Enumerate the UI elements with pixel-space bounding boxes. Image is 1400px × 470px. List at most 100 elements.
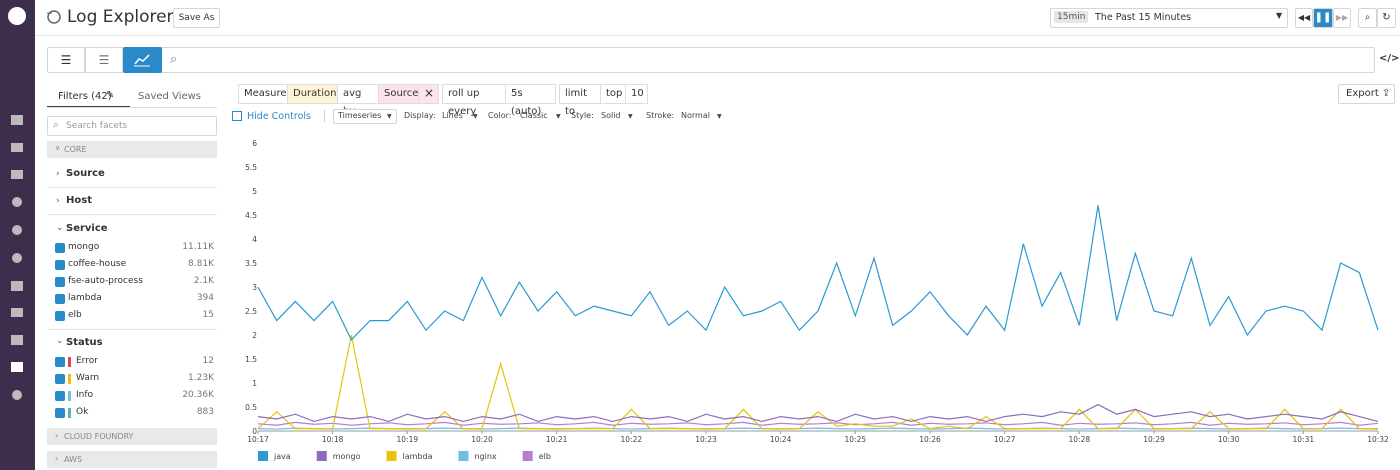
series-line bbox=[257, 421, 1379, 426]
legend-label: java bbox=[273, 452, 291, 461]
y-tick-label: 2.5 bbox=[245, 307, 257, 316]
caret: › bbox=[56, 169, 60, 179]
aws-section[interactable]: AWS bbox=[47, 451, 217, 468]
nav-icon[interactable] bbox=[12, 253, 22, 263]
refresh-button[interactable]: ↻ bbox=[1377, 8, 1396, 28]
code-toggle[interactable]: </> bbox=[1379, 53, 1400, 64]
facet-status[interactable]: Status bbox=[66, 337, 103, 348]
x-tick-label: 10:21 bbox=[546, 435, 568, 444]
facet-count: 2.1K bbox=[193, 276, 214, 286]
caret: › bbox=[55, 454, 59, 463]
facet-count: 8.81K bbox=[188, 259, 214, 269]
x-tick-label: 10:18 bbox=[322, 435, 344, 444]
facet-value[interactable]: fse-auto-process bbox=[68, 276, 143, 286]
legend-label: elb bbox=[539, 452, 551, 461]
x-tick-label: 10:26 bbox=[919, 435, 941, 444]
stroke-label: Stroke: bbox=[646, 111, 675, 120]
checkbox[interactable] bbox=[55, 277, 65, 287]
forward-button[interactable]: ▶▶ bbox=[1333, 8, 1351, 28]
legend-swatch bbox=[522, 451, 533, 461]
x-tick-label: 10:22 bbox=[621, 435, 643, 444]
x-tick-label: 10:32 bbox=[1367, 435, 1389, 444]
color-value[interactable]: Classic bbox=[520, 111, 548, 120]
style-value[interactable]: Solid bbox=[601, 111, 621, 120]
measure-label: Measure bbox=[238, 84, 288, 104]
facet-host[interactable]: Host bbox=[66, 195, 92, 206]
view-patterns[interactable]: ☰ bbox=[85, 47, 123, 73]
nav-icon[interactable] bbox=[11, 281, 23, 291]
x-tick-label: 10:29 bbox=[1143, 435, 1165, 444]
nav-icon[interactable] bbox=[11, 335, 23, 345]
cloud-foundry-section[interactable]: CLOUD FOUNDRY bbox=[47, 428, 217, 445]
pause-button[interactable]: ❚❚ bbox=[1313, 8, 1333, 28]
nav-icon-active[interactable] bbox=[11, 362, 23, 372]
nav-icon[interactable] bbox=[11, 170, 23, 179]
facet-search[interactable] bbox=[47, 116, 217, 136]
search-bar[interactable] bbox=[47, 47, 1375, 73]
group-value[interactable]: Source bbox=[378, 84, 419, 104]
nav-icon[interactable] bbox=[11, 308, 23, 317]
nav-icon[interactable] bbox=[12, 197, 22, 207]
remove-group[interactable]: × bbox=[418, 84, 439, 104]
limit-direction[interactable]: top bbox=[600, 84, 626, 104]
page-title: Log Explorer bbox=[67, 7, 174, 27]
save-as-button[interactable]: Save As bbox=[173, 8, 220, 28]
checkbox[interactable] bbox=[55, 260, 65, 270]
facet-value[interactable]: Error bbox=[76, 356, 98, 366]
checkbox[interactable] bbox=[55, 243, 65, 253]
nav-icon[interactable] bbox=[12, 390, 22, 400]
checkbox[interactable] bbox=[55, 391, 65, 401]
display-value[interactable]: Lines bbox=[442, 111, 463, 120]
rewind-button[interactable]: ◀◀ bbox=[1295, 8, 1313, 28]
export-label: Export bbox=[1346, 88, 1379, 99]
divider bbox=[47, 187, 217, 188]
time-selector[interactable] bbox=[1050, 8, 1288, 28]
zoom-button[interactable]: ⌕ bbox=[1358, 8, 1377, 28]
nav-icon[interactable] bbox=[12, 225, 22, 235]
rollup-value[interactable]: 5s (auto) bbox=[505, 84, 556, 117]
facet-value[interactable]: Info bbox=[76, 390, 94, 400]
checkbox[interactable] bbox=[55, 311, 65, 321]
checkbox[interactable] bbox=[55, 357, 65, 367]
facet-value[interactable]: Ok bbox=[76, 407, 89, 417]
y-tick-label: 1 bbox=[252, 379, 257, 388]
y-tick-label: 2 bbox=[252, 331, 257, 340]
export-button[interactable]: Export ⇪ bbox=[1338, 84, 1395, 104]
hide-icon bbox=[232, 111, 242, 121]
nav-icon[interactable] bbox=[11, 115, 23, 125]
view-list[interactable]: ☰ bbox=[47, 47, 85, 73]
caret: ∨ bbox=[55, 144, 61, 152]
checkbox[interactable] bbox=[55, 374, 65, 384]
facet-count: 1.23K bbox=[188, 373, 214, 383]
facet-service[interactable]: Service bbox=[66, 223, 108, 234]
facet-value[interactable]: lambda bbox=[68, 293, 102, 303]
checkbox[interactable] bbox=[55, 294, 65, 304]
limit-value[interactable]: 10 bbox=[625, 84, 648, 104]
series-line bbox=[257, 205, 1379, 341]
facet-value[interactable]: coffee-house bbox=[68, 259, 127, 269]
y-tick-label: 5.5 bbox=[245, 163, 257, 172]
caret: ⌄ bbox=[56, 223, 64, 233]
edit-icon: ✎ bbox=[106, 90, 115, 101]
x-tick-label: 10:20 bbox=[471, 435, 493, 444]
legend-swatch bbox=[258, 451, 268, 461]
checkbox[interactable] bbox=[55, 408, 65, 418]
hide-controls[interactable]: Hide Controls bbox=[247, 111, 311, 122]
viz-select[interactable] bbox=[333, 109, 397, 124]
facet-value[interactable]: Warn bbox=[76, 373, 100, 383]
logs-icon bbox=[47, 10, 61, 24]
limit-label: limit to bbox=[559, 84, 601, 117]
nav-icon[interactable] bbox=[11, 143, 23, 152]
facet-source[interactable]: Source bbox=[66, 168, 105, 179]
stroke-value[interactable]: Normal bbox=[681, 111, 710, 120]
saved-views-tab[interactable]: Saved Views bbox=[138, 91, 202, 102]
filters-tab[interactable]: Filters (42) bbox=[58, 91, 112, 102]
time-range: The Past 15 Minutes bbox=[1095, 12, 1192, 23]
measure-value[interactable]: Duration bbox=[287, 84, 338, 104]
core-section[interactable]: CORE bbox=[47, 141, 217, 158]
y-tick-label: 4 bbox=[252, 235, 257, 244]
facet-value[interactable]: mongo bbox=[68, 242, 100, 252]
series-line bbox=[257, 403, 1379, 423]
facet-value[interactable]: elb bbox=[68, 310, 82, 320]
caret: ▼ bbox=[556, 113, 561, 120]
